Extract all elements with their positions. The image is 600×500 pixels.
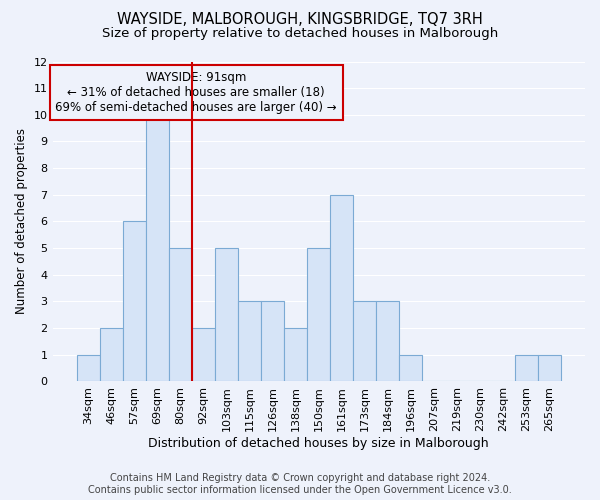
- Bar: [146, 115, 169, 382]
- Bar: [261, 302, 284, 382]
- Bar: [77, 355, 100, 382]
- Bar: [123, 222, 146, 382]
- Bar: [192, 328, 215, 382]
- Bar: [307, 248, 330, 382]
- Text: Size of property relative to detached houses in Malborough: Size of property relative to detached ho…: [102, 28, 498, 40]
- Bar: [400, 355, 422, 382]
- X-axis label: Distribution of detached houses by size in Malborough: Distribution of detached houses by size …: [148, 437, 489, 450]
- Text: WAYSIDE, MALBOROUGH, KINGSBRIDGE, TQ7 3RH: WAYSIDE, MALBOROUGH, KINGSBRIDGE, TQ7 3R…: [117, 12, 483, 28]
- Bar: [330, 195, 353, 382]
- Bar: [515, 355, 538, 382]
- Bar: [353, 302, 376, 382]
- Bar: [238, 302, 261, 382]
- Bar: [169, 248, 192, 382]
- Text: Contains HM Land Registry data © Crown copyright and database right 2024.
Contai: Contains HM Land Registry data © Crown c…: [88, 474, 512, 495]
- Bar: [284, 328, 307, 382]
- Y-axis label: Number of detached properties: Number of detached properties: [15, 128, 28, 314]
- Bar: [376, 302, 400, 382]
- Bar: [215, 248, 238, 382]
- Bar: [538, 355, 561, 382]
- Bar: [100, 328, 123, 382]
- Text: WAYSIDE: 91sqm
← 31% of detached houses are smaller (18)
69% of semi-detached ho: WAYSIDE: 91sqm ← 31% of detached houses …: [55, 71, 337, 114]
